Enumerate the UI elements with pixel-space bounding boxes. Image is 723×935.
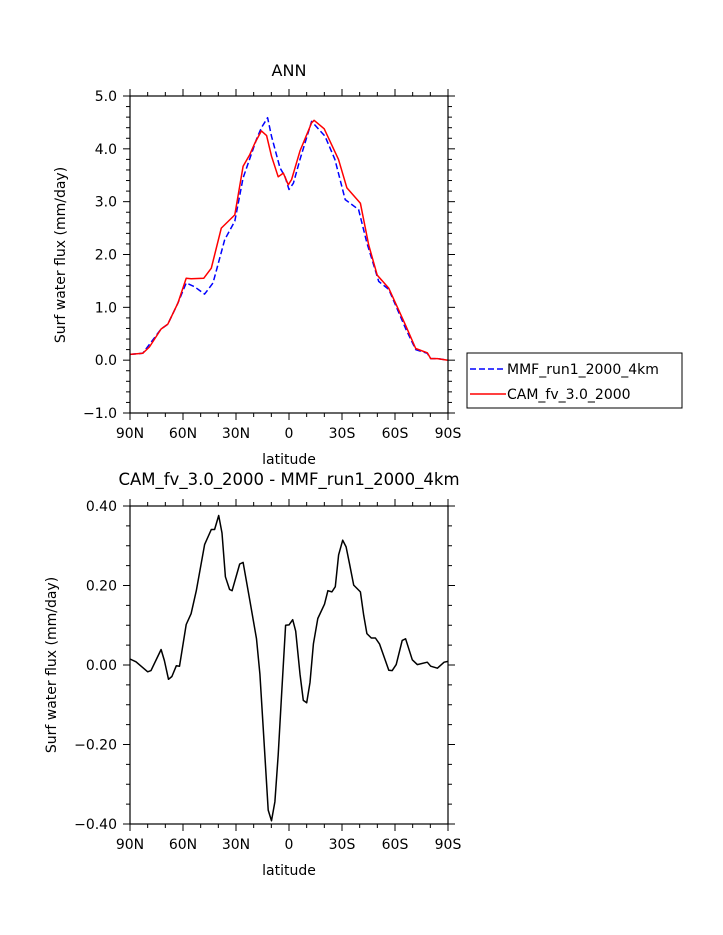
- y-tick-label: 0.20: [86, 579, 117, 595]
- x-tick-label: 60N: [169, 426, 197, 442]
- x-tick-label: 90S: [435, 837, 462, 853]
- legend-box: [466, 352, 683, 409]
- series-line-1: [129, 119, 449, 361]
- y-tick-label: 3.0: [95, 195, 117, 211]
- y-tick-label: −1.0: [83, 406, 117, 422]
- y-tick-label: 5.0: [95, 89, 117, 105]
- y-axis-label-bottom: Surf water flux (mm/day): [44, 577, 60, 753]
- x-axis-label-top: latitude: [262, 452, 316, 468]
- y-tick-label: 0.00: [86, 658, 117, 674]
- legend: MMF_run1_2000_4km CAM_fv_3.0_2000: [466, 352, 683, 409]
- y-tick-label: −0.40: [74, 817, 117, 833]
- series-line-0: [129, 514, 449, 822]
- x-tick-label: 90N: [116, 426, 144, 442]
- x-tick-label: 30N: [222, 837, 250, 853]
- y-axis-label-top: Surf water flux (mm/day): [53, 167, 69, 343]
- x-tick-label: 60S: [382, 837, 409, 853]
- x-axis-label-bottom: latitude: [262, 863, 316, 879]
- y-tick-label: 4.0: [95, 142, 117, 158]
- chart-title-bottom: CAM_fv_3.0_2000 - MMF_run1_2000_4km: [118, 470, 459, 490]
- x-tick-label: 60N: [169, 837, 197, 853]
- chart-title-top: ANN: [272, 61, 307, 80]
- legend-label-mmf: MMF_run1_2000_4km: [507, 362, 659, 378]
- y-tick-label: 0.0: [95, 353, 117, 369]
- x-tick-label: 0: [285, 837, 294, 853]
- plot-0: 90N 60N 30N 0 30S 60S 90S −1.0 0.0 1.0 2.0 3.0 4.0 5.…: [83, 89, 461, 442]
- y-tick-label: −0.20: [74, 738, 117, 754]
- x-tick-label: 30N: [222, 426, 250, 442]
- x-tick-label: 30S: [329, 837, 356, 853]
- x-tick-label: 0: [285, 426, 294, 442]
- plot-1: 90N 60N 30N 0 30S 60S 90S −0.40 −0.20 0.00 0.20 0.4…: [74, 499, 461, 853]
- y-tick-label: 0.40: [86, 499, 117, 515]
- x-tick-label: 60S: [382, 426, 409, 442]
- y-tick-label: 1.0: [95, 300, 117, 316]
- y-tick-label: 2.0: [95, 248, 117, 264]
- x-tick-label: 90S: [435, 426, 462, 442]
- legend-label-cam: CAM_fv_3.0_2000: [507, 387, 631, 403]
- x-tick-label: 30S: [329, 426, 356, 442]
- x-tick-label: 90N: [116, 837, 144, 853]
